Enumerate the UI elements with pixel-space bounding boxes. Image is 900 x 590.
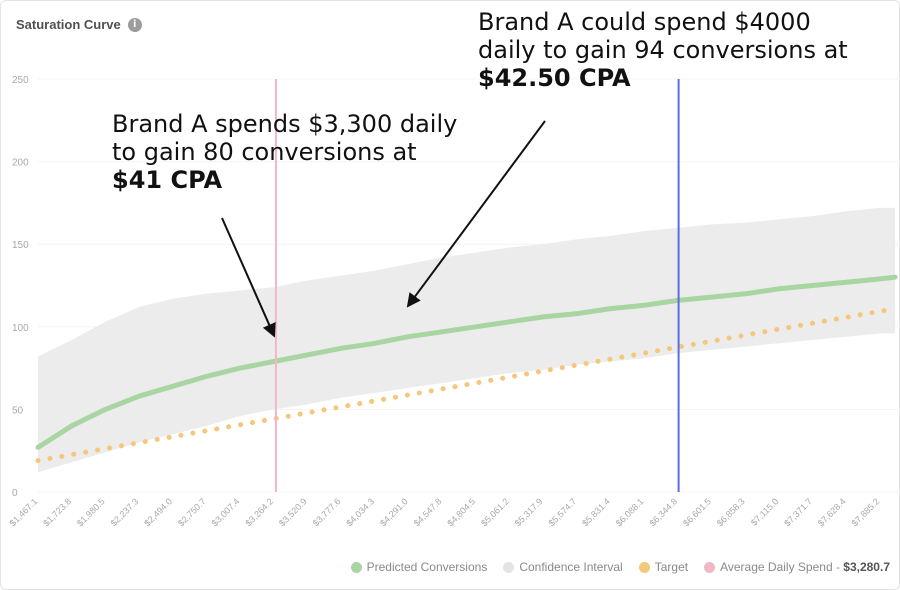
y-tick-label: 50 <box>12 405 24 416</box>
annotation-line: daily to gain 94 conversions at <box>478 36 848 64</box>
x-tick-label: $6,088.1 <box>614 496 646 528</box>
legend-item-confidence-interval[interactable]: Confidence Interval <box>503 560 623 574</box>
y-axis: 0 50 100 150 200 250 <box>12 75 29 499</box>
x-axis: $1,467.1 $1,723.8 $1,980.5 $2,237.3 $2,494.0… <box>8 496 882 528</box>
legend-swatch <box>638 561 650 573</box>
x-tick-label: $7,115.0 <box>749 496 780 527</box>
annotation-cpa: $41 CPA <box>112 166 223 194</box>
legend-label: Predicted Conversions <box>366 560 488 574</box>
chart-legend: Predicted Conversions Confidence Interva… <box>350 560 890 574</box>
annotation-line: to gain 80 conversions at <box>112 138 417 166</box>
annotation-brand-a-spends: Brand A spends $3,300 daily to gain 80 c… <box>112 110 458 194</box>
x-tick-label: $3,264.2 <box>243 496 275 528</box>
info-icon[interactable]: i <box>127 17 142 32</box>
x-tick-label: $5,317.9 <box>513 496 545 528</box>
annotation-brand-a-could-spend: Brand A could spend $4000 daily to gain … <box>478 8 848 92</box>
y-tick-label: 250 <box>12 75 29 86</box>
x-tick-label: $7,885.2 <box>850 496 882 528</box>
x-tick-label: $4,547.8 <box>412 496 444 528</box>
confidence-interval-band <box>38 207 896 473</box>
x-tick-label: $5,831.4 <box>580 496 612 528</box>
annotation-cpa: $42.50 CPA <box>478 64 631 92</box>
x-tick-label: $2,494.0 <box>142 496 174 528</box>
y-tick-label: 0 <box>12 488 18 499</box>
x-tick-label: $4,291.0 <box>378 496 410 528</box>
x-tick-label: $1,467.1 <box>8 496 40 528</box>
annotation-line: Brand A spends $3,300 daily <box>112 110 458 138</box>
legend-swatch <box>350 561 362 573</box>
x-tick-label: $3,777.6 <box>311 496 343 528</box>
x-tick-label: $1,980.5 <box>75 496 107 528</box>
x-tick-label: $2,237.3 <box>109 496 141 528</box>
series-layer <box>35 274 898 464</box>
legend-label: Average Daily Spend - $3,280.7 <box>720 560 890 574</box>
x-tick-label: $3,007.4 <box>210 496 242 528</box>
target-line <box>35 306 898 464</box>
x-tick-label: $1,723.8 <box>41 496 73 528</box>
chart-header: Saturation Curve i <box>16 17 142 32</box>
legend-swatch <box>503 561 515 573</box>
y-tick-label: 100 <box>12 323 29 334</box>
x-tick-label: $5,574.7 <box>546 496 578 528</box>
legend-label: Confidence Interval <box>519 560 623 574</box>
x-tick-label: $4,034.3 <box>344 496 376 528</box>
x-tick-label: $4,804.5 <box>445 496 477 528</box>
legend-label: Target <box>654 560 689 574</box>
legend-item-predicted-conversions[interactable]: Predicted Conversions <box>350 560 488 574</box>
x-tick-label: $6,344.8 <box>647 496 679 528</box>
annotation-arrow <box>221 217 276 338</box>
x-tick-label: $2,750.7 <box>176 496 208 528</box>
x-tick-label: $6,601.5 <box>681 496 713 528</box>
legend-swatch <box>704 561 716 573</box>
chart-title: Saturation Curve <box>16 17 121 32</box>
y-tick-label: 150 <box>12 240 29 251</box>
x-tick-label: $3,520.9 <box>277 496 309 528</box>
predicted-conversions-line <box>35 274 898 450</box>
annotation-arrows <box>221 120 546 338</box>
x-tick-label: $7,371.7 <box>782 496 814 528</box>
x-tick-label: $5,061.2 <box>479 496 511 528</box>
annotation-arrow <box>406 120 546 308</box>
x-tick-label: $7,628.4 <box>816 496 848 528</box>
average-daily-spend-value: $3,280.7 <box>843 560 890 574</box>
y-tick-label: 200 <box>12 158 29 169</box>
reference-lines <box>274 79 680 492</box>
legend-label-text: Average Daily Spend - <box>720 560 844 574</box>
legend-item-target[interactable]: Target <box>638 560 689 574</box>
x-tick-label: $6,858.3 <box>715 496 747 528</box>
annotation-line: Brand A could spend $4000 <box>478 8 811 36</box>
legend-item-average-daily-spend[interactable]: Average Daily Spend - $3,280.7 <box>704 560 890 574</box>
